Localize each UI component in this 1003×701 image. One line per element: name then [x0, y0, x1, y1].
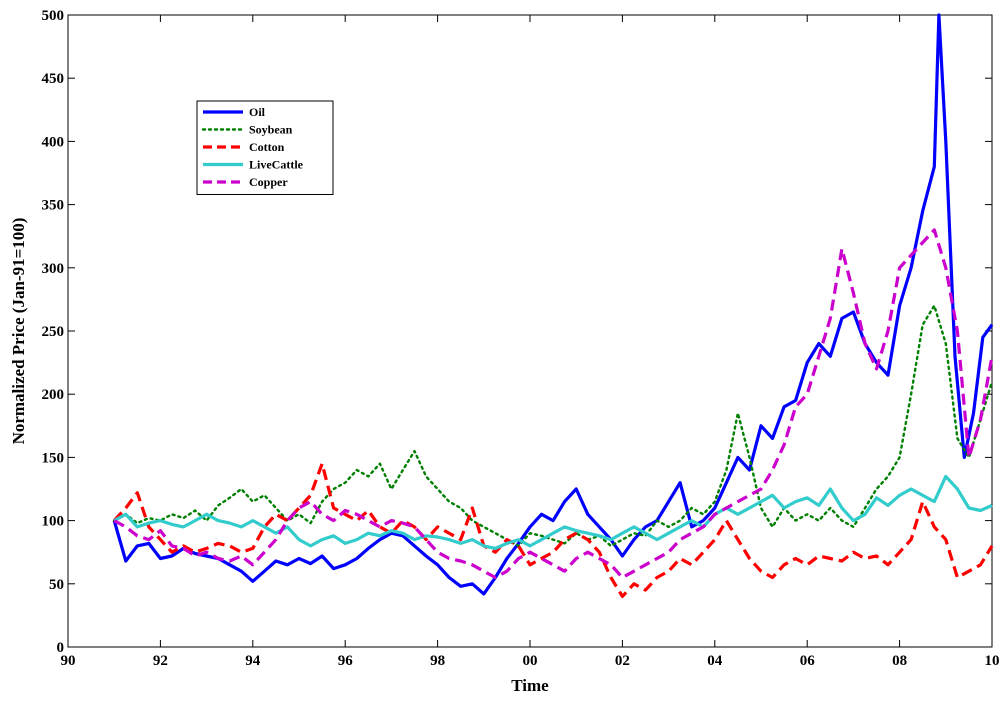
x-tick-label: 06	[800, 653, 816, 669]
y-axis-title: Normalized Price (Jan-91=100)	[9, 218, 28, 445]
y-tick-label: 400	[42, 134, 65, 150]
x-tick-label: 98	[430, 653, 445, 669]
y-tick-label: 50	[49, 577, 64, 593]
y-tick-label: 200	[42, 387, 65, 403]
y-tick-label: 500	[42, 8, 65, 24]
x-tick-label: 96	[338, 653, 354, 669]
x-tick-label: 10	[985, 653, 1000, 669]
x-tick-label: 00	[523, 653, 538, 669]
x-axis-title: Time	[511, 676, 549, 695]
x-tick-label: 92	[153, 653, 168, 669]
series-line-cotton	[113, 462, 994, 599]
y-tick-label: 350	[42, 198, 65, 214]
x-tick-label: 04	[707, 653, 723, 669]
x-tick-label: 90	[61, 653, 76, 669]
legend: Oil Soybean Cotton LiveCattle Copper	[196, 100, 334, 195]
x-axis: 90 92 94 96 98 00 02 04 06 08 10	[61, 15, 1000, 669]
legend-label-copper: Copper	[249, 175, 288, 189]
y-axis: 0 50 100 150 200 250 300 350 400 450 500	[42, 8, 992, 656]
y-tick-label: 250	[42, 324, 65, 340]
series-line-copper	[113, 228, 994, 580]
series-line-livecattle	[113, 474, 993, 551]
legend-label-soybean: Soybean	[249, 123, 293, 137]
legend-label-oil: Oil	[249, 105, 266, 119]
series-layer	[112, 13, 994, 599]
x-tick-label: 08	[892, 653, 907, 669]
y-tick-label: 150	[42, 450, 65, 466]
x-tick-label: 94	[245, 653, 261, 669]
series-line-soybean	[112, 304, 994, 548]
y-tick-label: 300	[42, 261, 65, 277]
y-tick-label: 450	[42, 71, 65, 87]
legend-label-cotton: Cotton	[249, 140, 285, 154]
y-tick-label: 100	[42, 514, 65, 530]
y-tick-label: 0	[57, 640, 65, 656]
legend-label-livecattle: LiveCattle	[249, 158, 304, 172]
x-tick-label: 02	[615, 653, 630, 669]
